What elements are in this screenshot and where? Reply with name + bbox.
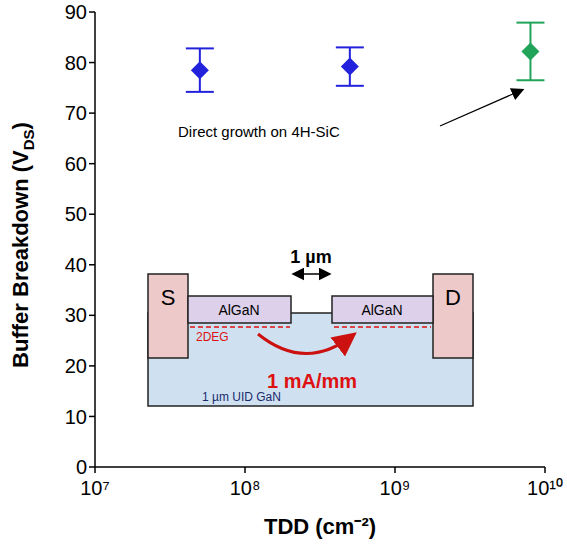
svg-text:S: S bbox=[161, 285, 176, 310]
svg-text:50: 50 bbox=[65, 203, 87, 225]
svg-text:AlGaN: AlGaN bbox=[361, 302, 402, 318]
svg-text:AlGaN: AlGaN bbox=[218, 302, 259, 318]
svg-text:10⁷: 10⁷ bbox=[80, 477, 109, 499]
svg-text:20: 20 bbox=[65, 355, 87, 377]
svg-text:10⁹: 10⁹ bbox=[380, 477, 411, 499]
svg-text:Buffer Breakdown (VDS): Buffer Breakdown (VDS) bbox=[8, 122, 37, 368]
svg-text:TDD (cm⁻²): TDD (cm⁻²) bbox=[264, 514, 376, 539]
svg-text:0: 0 bbox=[76, 456, 87, 478]
svg-text:10¹⁰: 10¹⁰ bbox=[527, 477, 563, 499]
svg-text:D: D bbox=[445, 285, 461, 310]
svg-text:70: 70 bbox=[65, 102, 87, 124]
svg-text:80: 80 bbox=[65, 52, 87, 74]
svg-text:10: 10 bbox=[65, 406, 87, 428]
svg-text:2DEG: 2DEG bbox=[196, 330, 229, 344]
svg-text:60: 60 bbox=[65, 153, 87, 175]
svg-text:90: 90 bbox=[65, 1, 87, 23]
svg-text:1 mA/mm: 1 mA/mm bbox=[267, 370, 357, 392]
svg-text:10⁸: 10⁸ bbox=[230, 477, 261, 499]
svg-text:1 µm UID GaN: 1 µm UID GaN bbox=[202, 390, 281, 404]
svg-text:40: 40 bbox=[65, 254, 87, 276]
svg-text:30: 30 bbox=[65, 304, 87, 326]
svg-text:Direct growth on 4H-SiC: Direct growth on 4H-SiC bbox=[178, 123, 340, 140]
svg-text:1 µm: 1 µm bbox=[290, 247, 331, 267]
